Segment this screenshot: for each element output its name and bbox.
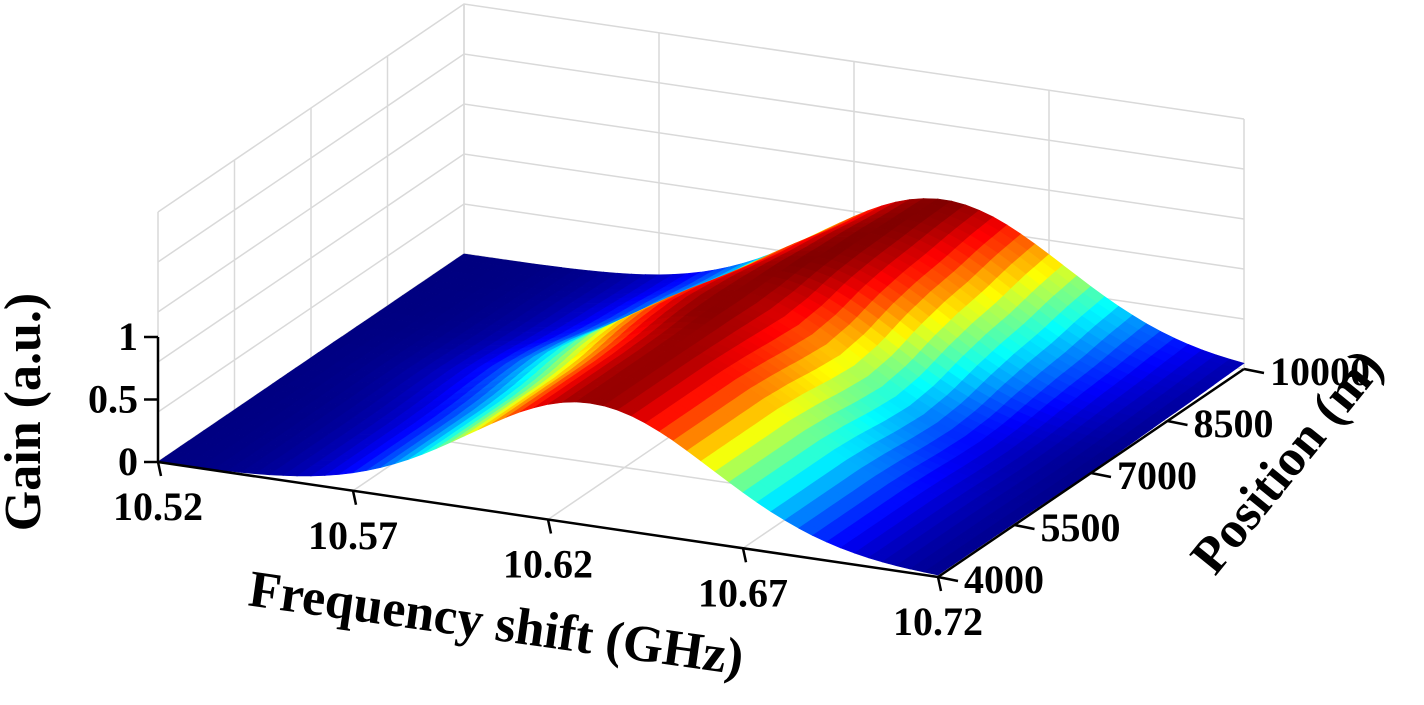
y-tick-label: 8500 [1194, 401, 1274, 446]
x-axis-title: Frequency shift (GHz) [245, 561, 747, 687]
z-tick-label: 0 [118, 439, 138, 484]
x-tick-label: 10.67 [698, 570, 788, 615]
grid-line-z [157, 3, 1245, 213]
y-tick-mark [1167, 419, 1188, 427]
grid-line-z [157, 53, 1245, 263]
z-tick-label: 0.5 [88, 377, 138, 422]
x-tick-label: 10.72 [893, 599, 983, 644]
y-tick-label: 4000 [964, 557, 1044, 602]
z-axis-title: Gain (a.u.) [0, 293, 52, 531]
y-tick-label: 5500 [1041, 505, 1121, 550]
x-tick-mark [351, 490, 358, 506]
y-tick-mark [1243, 367, 1265, 375]
x-tick-label: 10.57 [308, 513, 398, 558]
y-tick-mark [937, 575, 959, 583]
gain-surface [157, 198, 1245, 576]
surface-patch [923, 566, 947, 576]
y-tick-label: 10000 [1270, 349, 1370, 394]
y-tick-mark [1090, 471, 1112, 479]
x-tick-mark [936, 576, 943, 592]
y-tick-mark [1014, 523, 1035, 531]
z-tick-label: 1 [118, 314, 138, 359]
x-tick-mark [741, 547, 748, 563]
x-tick-mark [546, 519, 553, 534]
x-tick-mark [156, 461, 163, 477]
x-tick-label: 10.62 [503, 542, 593, 587]
x-tick-label: 10.52 [113, 484, 203, 529]
y-tick-label: 7000 [1117, 453, 1197, 498]
